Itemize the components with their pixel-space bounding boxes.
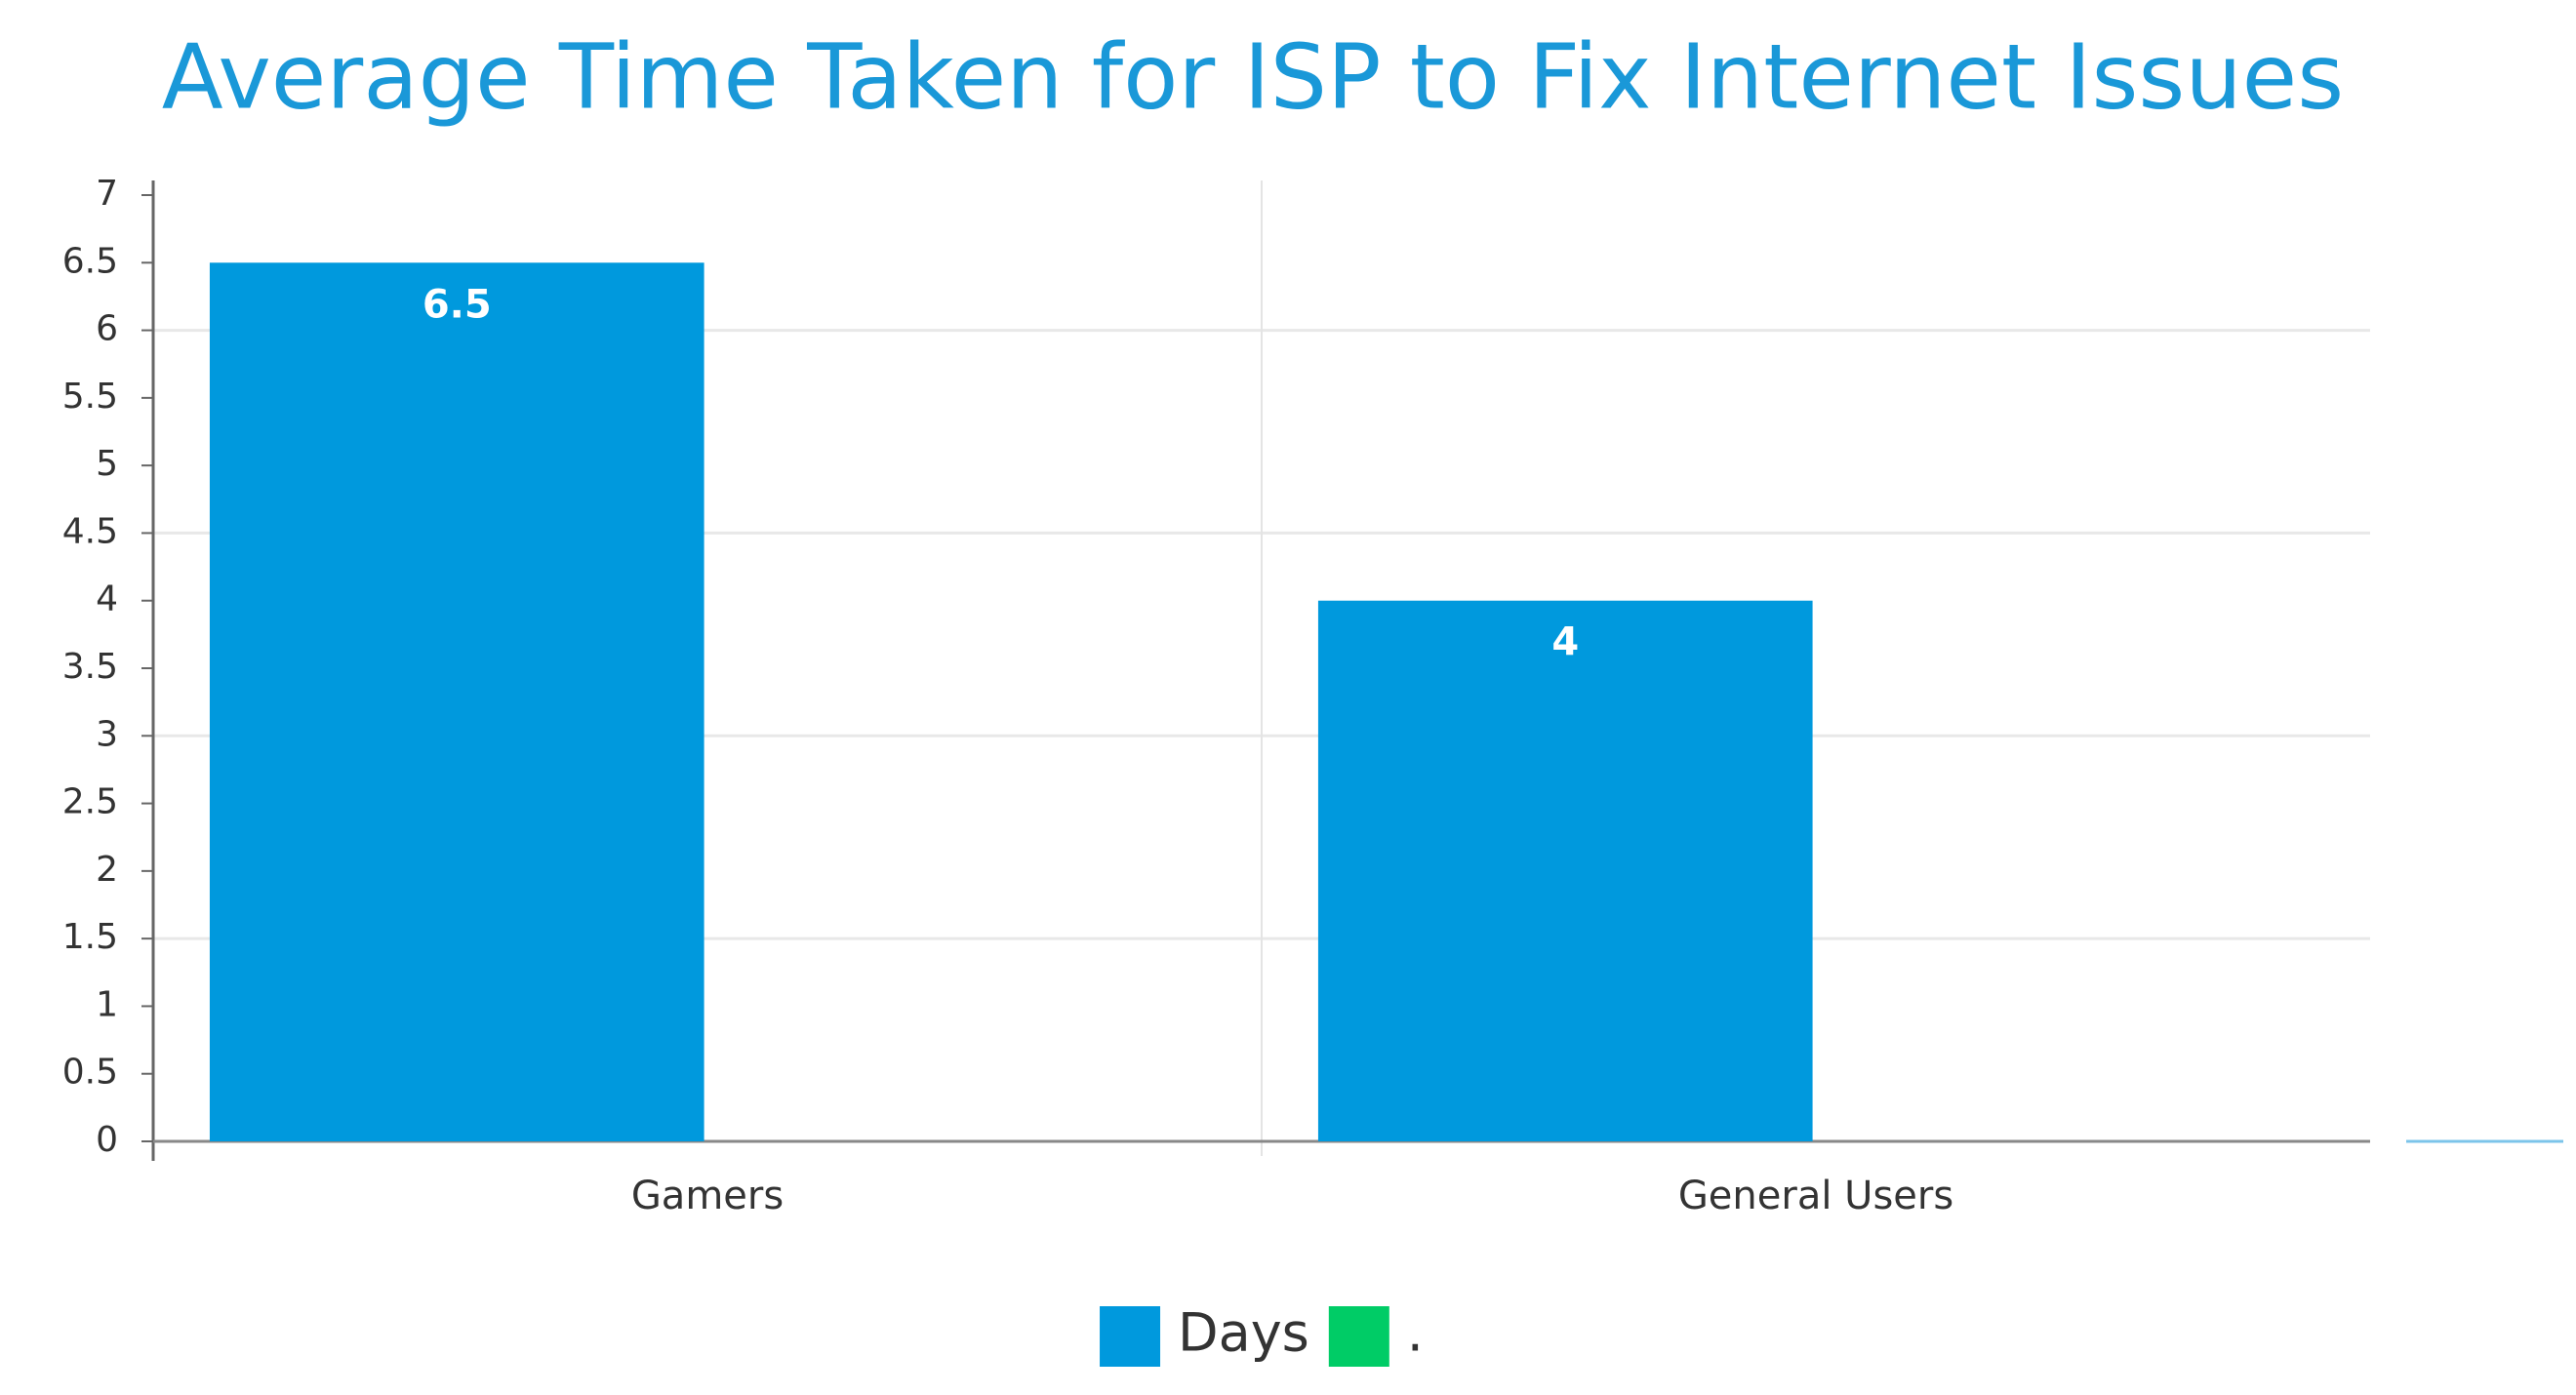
y-tick-label: 3 <box>96 714 118 754</box>
x-tick-label: General Users <box>1678 1174 1953 1218</box>
y-tick-label: 2 <box>96 850 118 890</box>
data-label: 6.5 <box>423 282 492 327</box>
legend-swatch <box>1328 1306 1389 1367</box>
data-label: 4 <box>1551 620 1579 665</box>
legend-label: Days <box>1178 1302 1309 1364</box>
y-tick-label: 5.5 <box>62 377 118 417</box>
y-tick-label: 2.5 <box>62 782 118 822</box>
y-tick-label: 0 <box>96 1120 118 1160</box>
bar <box>209 262 704 1141</box>
y-tick-label: 1.5 <box>62 917 118 957</box>
y-tick-label: 1 <box>96 984 118 1024</box>
bar <box>1317 600 1813 1141</box>
y-tick-label: 4.5 <box>62 511 118 551</box>
legend-label: . <box>1407 1302 1424 1364</box>
legend-swatch <box>1100 1306 1161 1367</box>
y-tick-label: 5 <box>96 444 118 484</box>
y-tick-label: 7 <box>96 174 118 214</box>
y-tick-label: 3.5 <box>62 647 118 687</box>
y-tick-label: 4 <box>96 579 118 619</box>
y-tick-label: 6.5 <box>62 241 118 281</box>
x-tick-label: Gamers <box>631 1174 784 1218</box>
y-tick-label: 6 <box>96 309 118 349</box>
chart-title: Average Time Taken for ISP to Fix Intern… <box>162 24 2344 129</box>
y-tick-label: 0.5 <box>62 1053 118 1093</box>
